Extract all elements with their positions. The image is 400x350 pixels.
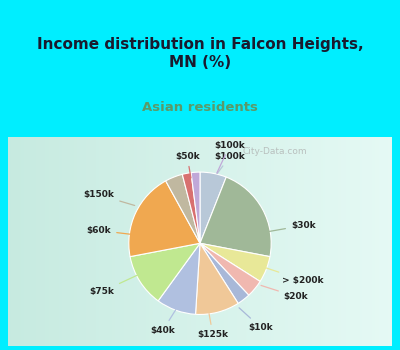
Text: $100k: $100k <box>214 152 245 173</box>
Text: > $200k: > $200k <box>263 267 324 285</box>
Wedge shape <box>200 177 271 257</box>
Text: $20k: $20k <box>261 285 308 301</box>
Wedge shape <box>200 243 270 281</box>
Text: $75k: $75k <box>89 274 139 296</box>
Wedge shape <box>200 243 260 295</box>
Text: $60k: $60k <box>87 226 132 235</box>
Text: $30k: $30k <box>265 221 316 232</box>
Wedge shape <box>129 181 200 257</box>
Wedge shape <box>182 173 200 243</box>
Text: Income distribution in Falcon Heights,
MN (%): Income distribution in Falcon Heights, M… <box>37 37 363 70</box>
Wedge shape <box>200 172 226 243</box>
Wedge shape <box>130 243 200 301</box>
Wedge shape <box>196 243 238 314</box>
Wedge shape <box>200 243 249 303</box>
Wedge shape <box>166 174 200 243</box>
Text: $150k: $150k <box>84 190 135 205</box>
Wedge shape <box>191 172 200 243</box>
Text: Asian residents: Asian residents <box>142 101 258 114</box>
Text: City-Data.com: City-Data.com <box>243 147 308 156</box>
Wedge shape <box>158 243 200 314</box>
Text: $125k: $125k <box>197 314 228 339</box>
Text: $100k: $100k <box>214 141 245 173</box>
Text: $40k: $40k <box>151 310 176 335</box>
Text: $10k: $10k <box>239 308 273 332</box>
Text: $50k: $50k <box>175 152 200 178</box>
